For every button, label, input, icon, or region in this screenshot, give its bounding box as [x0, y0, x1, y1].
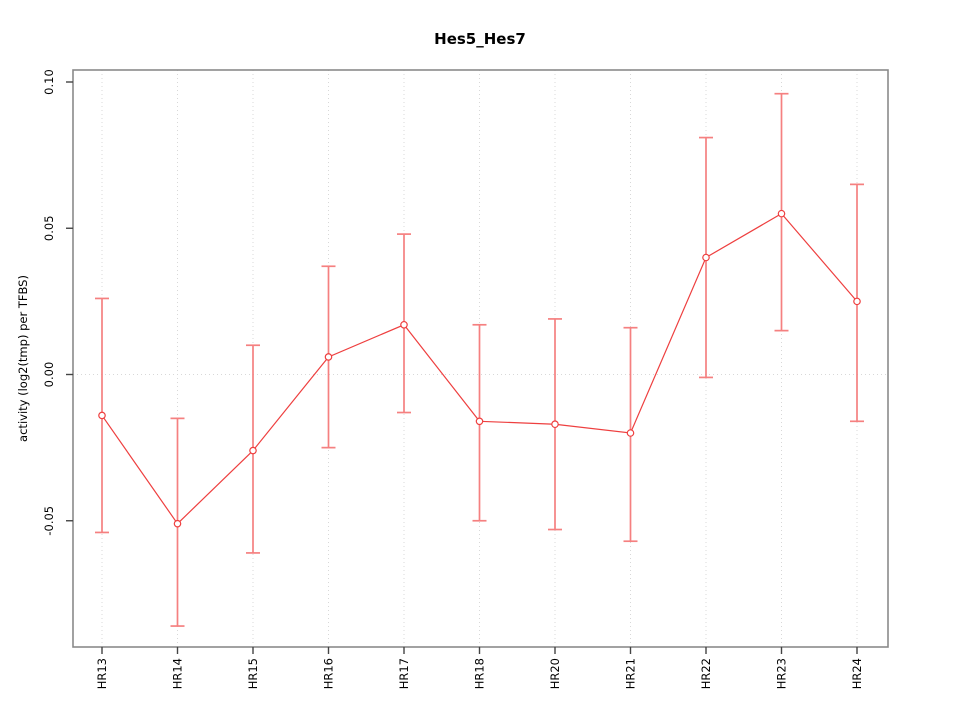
- data-point: [853, 297, 861, 306]
- data-point: [777, 209, 786, 218]
- x-tick-label: HR16: [322, 658, 336, 689]
- x-tick-label: HR18: [473, 658, 487, 689]
- axis-tick-labels: 0.10 0.05 0.00 -0.05 HR13 HR14 HR15 HR16 HR17 HR1…: [42, 69, 864, 689]
- data-point: [626, 429, 635, 437]
- data-point: [98, 411, 106, 420]
- gridlines: [73, 70, 888, 647]
- x-tick-label: HR17: [397, 658, 411, 689]
- plot-border: [72, 69, 889, 648]
- data-series: [98, 209, 861, 528]
- x-tick-label: HR24: [850, 658, 864, 689]
- y-tick-label: 0.10: [42, 69, 56, 95]
- axis-ticks: [66, 81, 858, 654]
- data-point: [702, 253, 710, 262]
- data-point: [475, 417, 484, 426]
- x-tick-label: HR20: [548, 658, 562, 689]
- chart-title: Hes5_Hes7: [434, 30, 526, 48]
- y-tick-label: 0.05: [42, 215, 56, 241]
- data-point: [400, 320, 408, 329]
- data-point: [324, 353, 333, 361]
- x-tick-label: HR13: [95, 658, 109, 689]
- x-tick-label: HR21: [624, 658, 638, 689]
- y-axis-title: activity (log2(tmp) per TFBS): [16, 275, 30, 442]
- y-tick-label: -0.05: [42, 506, 56, 536]
- x-tick-label: HR23: [775, 658, 789, 689]
- x-tick-label: HR22: [699, 658, 713, 689]
- data-point: [173, 519, 182, 528]
- plot-frame: [72, 69, 889, 648]
- y-tick-label: 0.00: [42, 362, 56, 388]
- data-point: [249, 446, 257, 455]
- data-point: [551, 420, 559, 429]
- x-tick-label: HR15: [246, 658, 260, 689]
- x-tick-label: HR14: [171, 658, 185, 689]
